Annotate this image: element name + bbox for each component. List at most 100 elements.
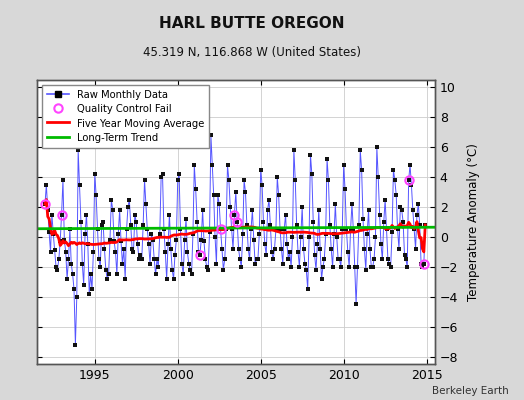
Point (168, 267, 177, 273)
Point (410, 226, 418, 233)
Point (180, 237, 189, 243)
Point (379, 219, 388, 225)
Point (248, 207, 257, 213)
Point (150, 256, 158, 262)
Point (103, 276, 112, 282)
Point (214, 192, 222, 198)
Point (218, 246, 226, 252)
Point (172, 237, 181, 243)
Point (265, 196, 273, 203)
Point (262, 252, 270, 258)
Point (107, 196, 116, 203)
Point (164, 241, 172, 248)
Point (372, 234, 380, 240)
Point (272, 226, 280, 233)
Point (167, 246, 175, 252)
Point (121, 276, 129, 282)
Point (290, 147, 298, 154)
Point (388, 229, 396, 236)
Point (169, 276, 178, 282)
Point (411, 246, 420, 252)
Point (319, 264, 327, 270)
Point (307, 152, 315, 158)
Point (108, 207, 117, 213)
Point (258, 182, 266, 188)
Point (236, 256, 244, 262)
Point (56, 238, 64, 245)
Point (66, 226, 74, 233)
Point (182, 216, 190, 222)
Point (291, 177, 299, 183)
Point (119, 246, 128, 252)
Point (106, 237, 114, 243)
Point (395, 246, 403, 252)
Point (41, 201, 49, 207)
Point (143, 226, 151, 233)
Point (58, 211, 66, 218)
Point (154, 264, 162, 270)
Point (367, 264, 376, 270)
Point (205, 229, 214, 236)
Point (221, 256, 229, 262)
Point (277, 246, 286, 252)
Point (84, 241, 92, 248)
Point (146, 261, 154, 267)
Point (330, 231, 338, 237)
Point (281, 211, 290, 218)
Point (43, 207, 52, 213)
Point (387, 264, 395, 270)
Point (183, 249, 192, 255)
Legend: Raw Monthly Data, Quality Control Fail, Five Year Moving Average, Long-Term Tren: Raw Monthly Data, Quality Control Fail, … (42, 85, 209, 148)
Point (178, 261, 186, 267)
Point (197, 237, 205, 243)
Point (390, 177, 399, 183)
Point (48, 211, 56, 218)
Point (234, 246, 243, 252)
Point (327, 246, 335, 252)
Point (147, 231, 156, 237)
Point (200, 238, 208, 245)
Point (309, 219, 318, 225)
Point (414, 201, 422, 207)
Point (275, 192, 283, 198)
Point (378, 256, 387, 262)
Point (325, 222, 334, 228)
Point (314, 207, 323, 213)
Point (132, 219, 140, 225)
Point (398, 207, 406, 213)
Point (219, 267, 227, 273)
Point (104, 271, 113, 278)
Point (409, 207, 417, 213)
Point (204, 267, 212, 273)
Point (364, 207, 373, 213)
Point (374, 174, 383, 180)
Point (233, 219, 242, 225)
Point (266, 222, 275, 228)
Point (383, 226, 391, 233)
Point (370, 256, 378, 262)
Point (359, 216, 367, 222)
Point (54, 256, 63, 262)
Point (97, 222, 106, 228)
Point (194, 249, 203, 255)
Point (349, 226, 357, 233)
Point (80, 282, 88, 288)
Text: Berkeley Earth: Berkeley Earth (432, 386, 508, 396)
Point (129, 249, 138, 255)
Point (316, 246, 324, 252)
Point (310, 252, 319, 258)
Point (322, 231, 330, 237)
Point (153, 256, 161, 262)
Point (297, 234, 305, 240)
Point (324, 177, 333, 183)
Point (64, 256, 73, 262)
Point (227, 226, 236, 233)
Point (280, 226, 288, 233)
Point (117, 238, 125, 245)
Point (366, 246, 374, 252)
Point (329, 264, 337, 270)
Point (323, 156, 331, 162)
Point (268, 249, 276, 255)
Point (356, 147, 365, 154)
Point (243, 222, 251, 228)
